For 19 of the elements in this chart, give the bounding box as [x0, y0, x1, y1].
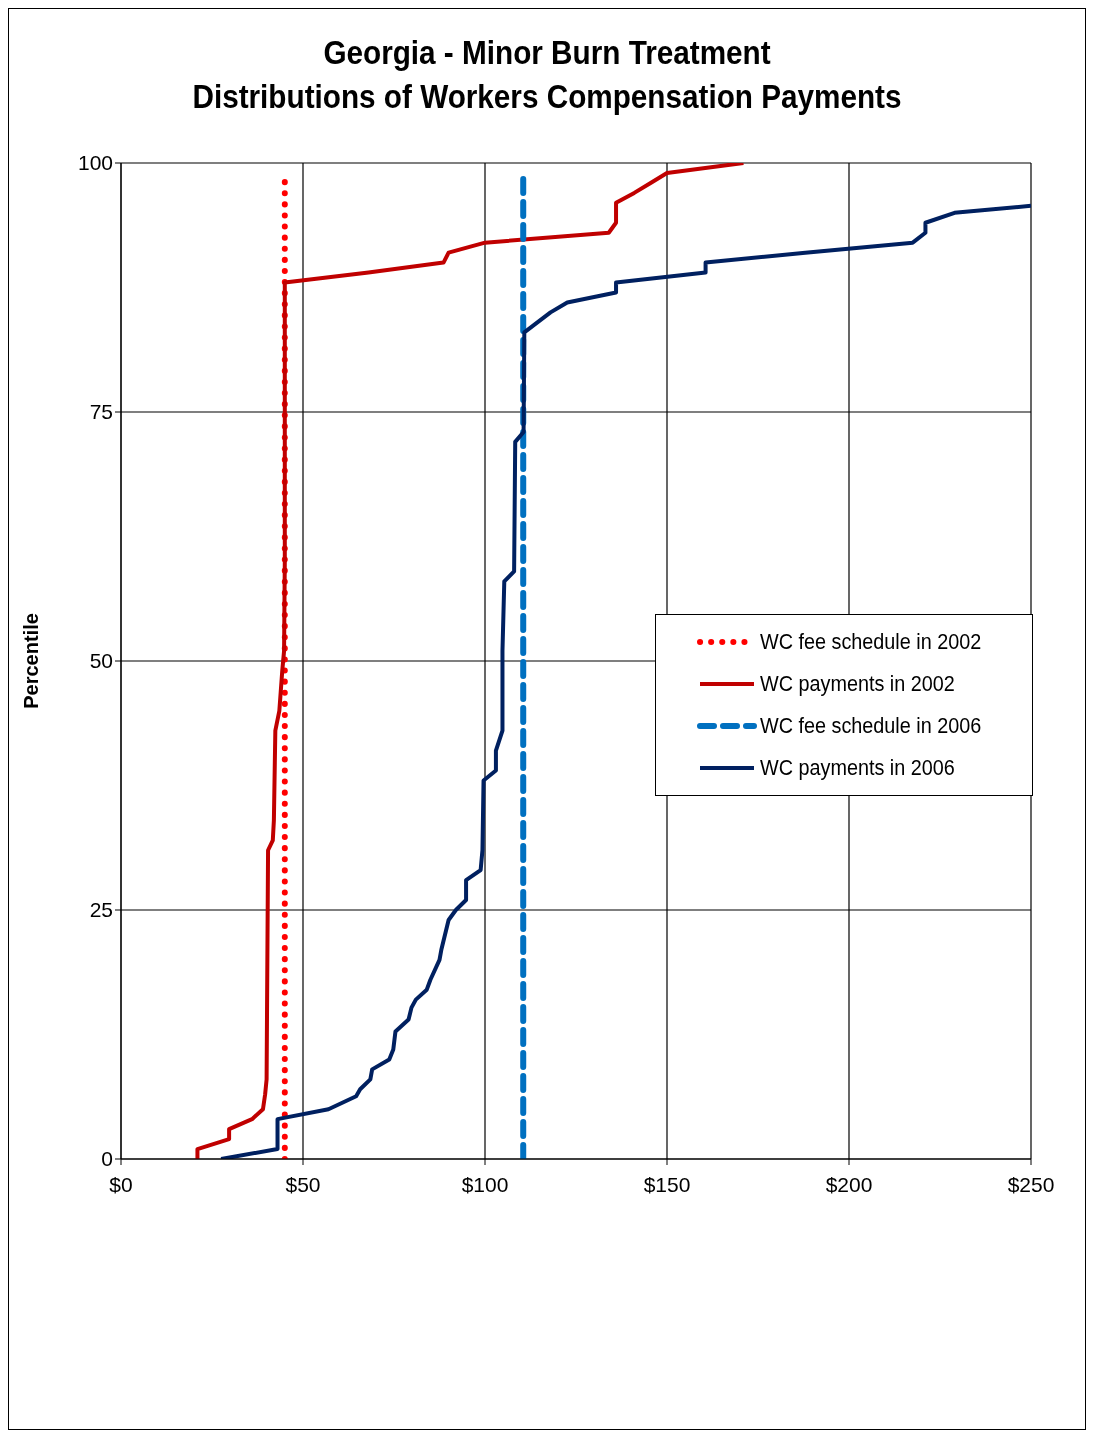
y-axis-title: Percentile — [20, 613, 43, 709]
y-tick-label: 100 — [77, 151, 113, 175]
y-tick-label: 25 — [89, 898, 113, 922]
legend-label: WC payments in 2002 — [760, 671, 955, 697]
x-tick-label: $200 — [825, 1172, 873, 1196]
x-tick-label: $100 — [461, 1172, 509, 1196]
legend-label: WC fee schedule in 2006 — [760, 713, 982, 739]
chart-subtitle: Distributions of Workers Compensation Payments — [191, 77, 903, 117]
legend-label: WC payments in 2006 — [760, 755, 955, 781]
chart-title: Georgia - Minor Burn Treatment — [322, 33, 772, 73]
x-tick-label: $250 — [1007, 1172, 1055, 1196]
y-tick-label: 50 — [89, 649, 113, 673]
y-tick-label: 0 — [101, 1147, 113, 1171]
legend-label: WC fee schedule in 2002 — [760, 629, 982, 655]
line-series — [219, 203, 1031, 1159]
x-tick-label: $0 — [109, 1172, 133, 1196]
y-tick-label: 75 — [89, 400, 113, 424]
x-tick-label: $150 — [643, 1172, 691, 1196]
x-tick-label: $50 — [285, 1172, 321, 1196]
